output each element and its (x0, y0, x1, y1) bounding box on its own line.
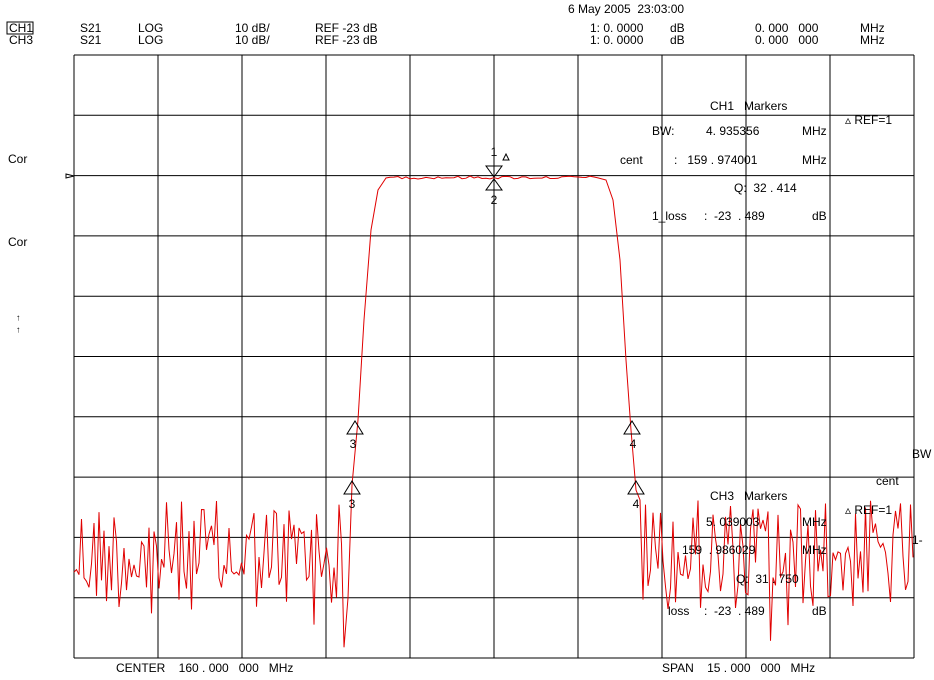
ch1-loss-unit: dB (812, 209, 827, 223)
ch3-cent-unit: MHz (802, 543, 827, 557)
ch3-q: Q: 31 . 750 (736, 572, 799, 586)
ch1-cent: : 159 . 974001 (674, 153, 758, 167)
ch1-bw-unit: MHz (802, 124, 827, 138)
header-cell: 1: 0. 0000 (590, 33, 644, 47)
ch3-bw-unit: MHz (802, 515, 827, 529)
ch3-title: CH3 Markers (710, 489, 787, 503)
header-cell: S21 (80, 33, 102, 47)
header-cell: LOG (138, 21, 163, 35)
marker-number: 1 (491, 145, 498, 159)
header-cell: MHz (860, 33, 885, 47)
right-label: cent (876, 474, 899, 488)
right-label: 1- (912, 533, 923, 547)
ch3-loss-label: loss (668, 604, 689, 618)
ch1-ref: ▵ REF=1 (845, 113, 892, 127)
footer-span: SPAN 15 . 000 000 MHz (662, 661, 815, 675)
marker-number: 2 (491, 193, 498, 207)
left-label: Cor (8, 235, 27, 249)
ch3-loss-unit: dB (812, 604, 827, 618)
ch1-cent-label: cent (620, 153, 643, 167)
ref-pointer (65, 173, 75, 179)
ch1-loss-label: 1_loss (652, 209, 687, 223)
header-cell: CH1 (9, 21, 33, 35)
header-cell: S21 (80, 21, 102, 35)
header-cell: REF -23 dB (315, 33, 378, 47)
marker-number: 3 (350, 437, 357, 451)
ch1-box (6, 21, 34, 35)
header-cell: dB (670, 33, 685, 47)
marker (485, 178, 503, 191)
ch1-bw: 4. 935356 (706, 124, 760, 138)
ch3-ref: ▵ REF=1 (845, 503, 892, 517)
delta (502, 152, 510, 161)
date: 6 May 2005 23:03:00 (568, 2, 684, 16)
ch3-loss: : -23 . 489 (704, 604, 765, 618)
marker (485, 165, 503, 178)
marker (623, 420, 641, 435)
marker (627, 480, 645, 495)
ch1-q: Q: 32 . 414 (734, 181, 797, 195)
marker-number: 4 (630, 437, 637, 451)
header-cell: CH3 (9, 33, 33, 47)
header-cell: 0. 000 000 (755, 33, 819, 47)
left-label: Cor (8, 152, 27, 166)
marker-number: 3 (349, 497, 356, 511)
marker (346, 420, 364, 435)
header-cell: LOG (138, 33, 163, 47)
marker (343, 480, 361, 495)
marker-number: 4 (633, 497, 640, 511)
ch1-cent-unit: MHz (802, 153, 827, 167)
ch1-bw-label: BW: (652, 124, 674, 138)
ch1-loss: : -23 . 489 (704, 209, 765, 223)
header-cell: MHz (860, 21, 885, 35)
ch3-bw: 5. 039003 (706, 515, 760, 529)
header-cell: dB (670, 21, 685, 35)
footer-center: CENTER 160 . 000 000 MHz (116, 661, 293, 675)
left-label: ↑ (16, 324, 21, 334)
header-cell: 0. 000 000 (755, 21, 819, 35)
ch1-title: CH1 Markers (710, 99, 787, 113)
header-cell: REF -23 dB (315, 21, 378, 35)
right-label: BW (912, 447, 932, 461)
ch3-cent: 159 . 986029 (682, 543, 756, 557)
grid (73, 54, 915, 659)
left-label: ↑ (16, 312, 21, 322)
header-cell: 1: 0. 0000 (590, 21, 644, 35)
header-cell: 10 dB/ (235, 33, 270, 47)
header-cell: 10 dB/ (235, 21, 270, 35)
